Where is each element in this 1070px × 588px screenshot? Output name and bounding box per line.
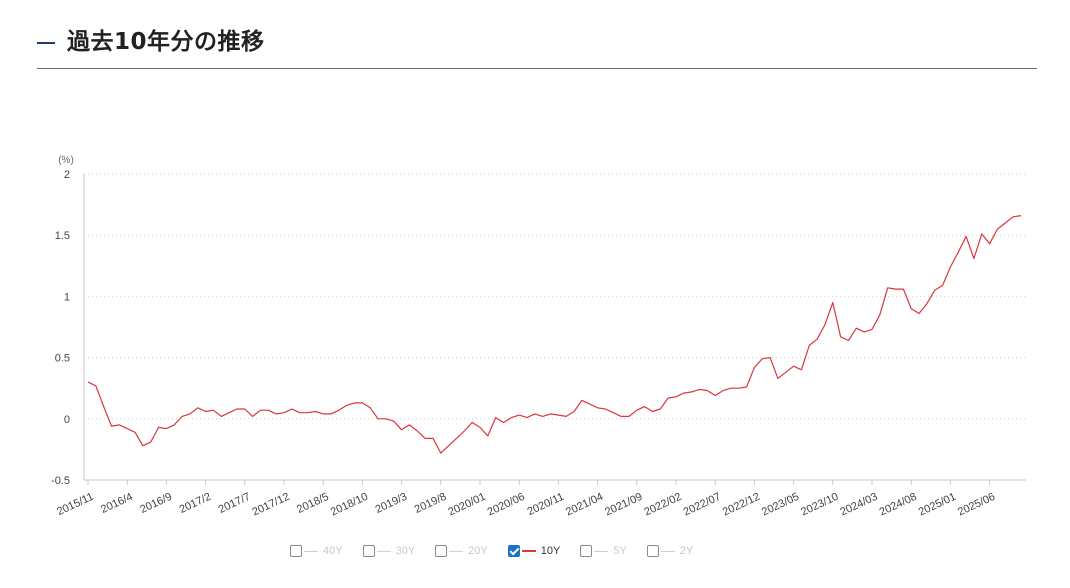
legend-line-swatch-icon [521,550,536,552]
x-tick-label: 2016/9 [138,491,174,516]
y-tick-label: 1 [64,291,70,303]
x-tick-label: 2017/12 [250,491,291,519]
y-tick-label: 1.5 [55,230,70,242]
checkbox-unchecked-icon[interactable] [435,545,448,557]
chart-series [87,215,1022,454]
x-tick-label: 2021/09 [603,491,644,519]
y-tick-label: -0.5 [51,475,70,487]
x-tick-label: 2022/02 [642,491,683,519]
yield-line-chart: (%)21.510.50-0.5 2015/11 2016/4 2016/9 2017… [51,155,1026,519]
x-tick-label: 2020/01 [446,491,487,519]
x-tick-label: 2024/03 [838,491,879,519]
legend-label: 5Y [613,545,627,557]
x-tick-label: 2016/4 [99,491,135,516]
legend-label: 30Y [395,545,416,557]
x-tick-label: 2020/11 [526,491,566,518]
legend-item-20y[interactable]: 20Y [435,545,488,557]
legend-line-swatch-icon [304,550,318,552]
x-tick-label: 2022/12 [721,491,762,519]
legend-label: 2Y [679,545,694,557]
x-tick-label: 2025/06 [956,491,997,519]
series-line-10y [87,215,1022,454]
legend-line-swatch-icon [660,550,675,552]
chart-grid [84,173,1026,420]
checkbox-unchecked-icon[interactable] [646,545,659,557]
legend-label: 10Y [540,545,561,557]
y-tick-label: 0.5 [55,353,70,365]
x-tick-label: 2018/5 [295,491,331,516]
legend-item-5y[interactable]: 5Y [580,545,627,557]
x-tick-label: 2018/10 [329,491,370,519]
checkbox-checked-icon[interactable] [507,545,520,557]
x-tick-label: 2019/3 [374,491,410,516]
checkbox-unchecked-icon[interactable] [290,545,302,557]
x-tick-label: 2017/2 [178,491,214,516]
x-tick-label: 2019/8 [413,491,449,516]
legend-line-swatch-icon [449,550,464,552]
x-tick-label: 2017/7 [217,491,253,516]
x-tick-label: 2023/05 [760,491,801,519]
checkbox-unchecked-icon[interactable] [580,545,593,557]
y-tick-label: 0 [64,414,70,426]
x-tick-label: 2025/01 [917,491,958,519]
legend-item-2y[interactable]: 2Y [646,545,694,557]
y-axis-unit-label: (%) [58,155,74,166]
legend-line-swatch-icon [594,550,609,552]
legend-label: 40Y [323,545,343,557]
legend-label: 20Y [468,545,488,557]
y-tick-label: 2 [64,169,70,181]
x-tick-label: 2022/07 [682,491,723,519]
legend-item-30y[interactable]: 30Y [362,545,416,557]
legend-item-40y[interactable]: 40Y [290,545,343,557]
x-tick-label: 2020/06 [486,491,527,519]
x-tick-label: 2015/11 [55,491,95,518]
y-axis: (%) 2 1.5 1 0.5 0 -0.5 [51,155,85,487]
section-title: 過去10年分の推移 [67,29,265,55]
checkbox-unchecked-icon[interactable] [362,545,375,557]
header-accent-bar [37,42,55,44]
legend-line-swatch-icon [376,550,391,552]
chart-legend: 40Y 30Y 20Y 10Y 5Y 2Y [290,542,713,560]
x-tick-label: 2024/08 [878,491,919,519]
legend-item-10y[interactable]: 10Y [507,545,561,557]
section-header: 過去10年分の推移 [37,26,1037,69]
x-tick-label: 2023/10 [799,491,840,519]
x-tick-label: 2021/04 [564,491,605,519]
